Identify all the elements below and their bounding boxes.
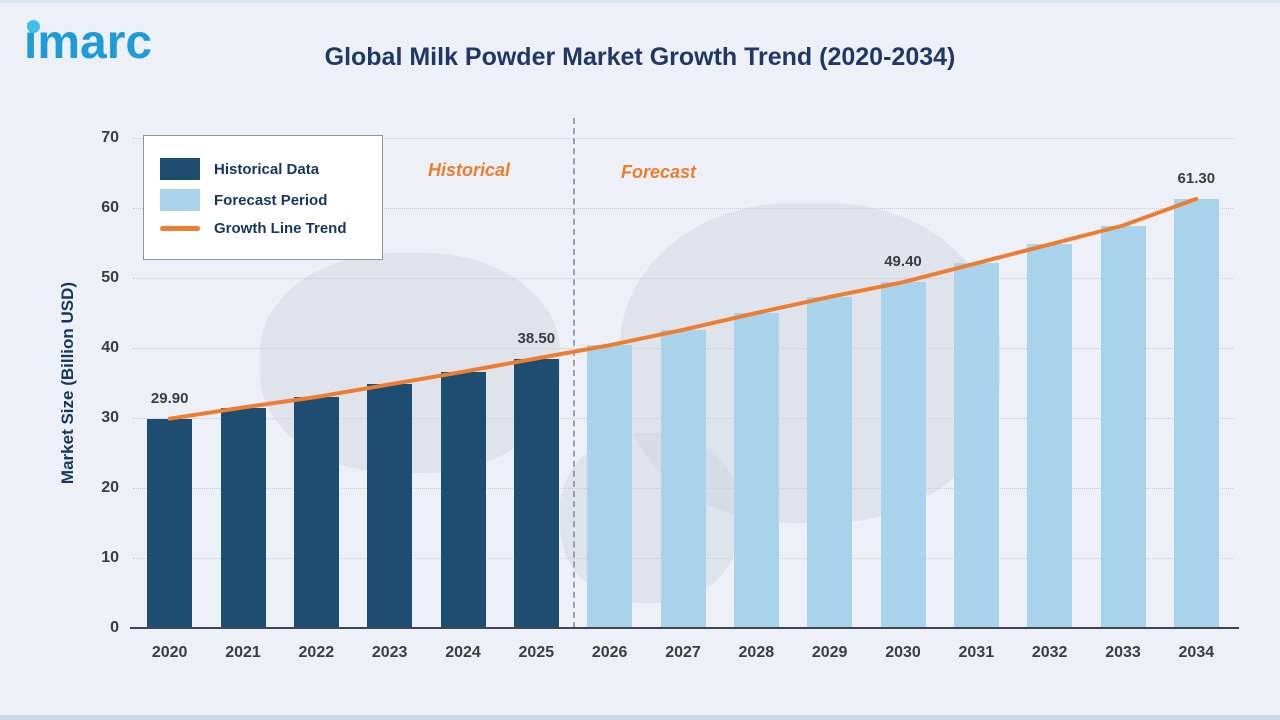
bar-2031 bbox=[953, 263, 999, 628]
growth-trend-line bbox=[167, 196, 1199, 421]
bar-2025 bbox=[513, 358, 559, 628]
bar-2029 bbox=[807, 296, 853, 628]
data-label-2034: 61.30 bbox=[1177, 169, 1216, 187]
bar-2020 bbox=[147, 418, 193, 628]
bar-2033 bbox=[1100, 225, 1146, 628]
x-tick-label-2027: 2027 bbox=[665, 644, 701, 661]
y-tick-label-50: 50 bbox=[101, 269, 119, 286]
legend-label: Forecast Period bbox=[214, 191, 328, 209]
data-label-2020: 29.90 bbox=[150, 389, 189, 407]
forecast-swatch-icon bbox=[160, 189, 200, 211]
page-title: Global Milk Powder Market Growth Trend (… bbox=[324, 43, 956, 71]
bar-2026 bbox=[587, 345, 633, 628]
x-tick-label-2032: 2032 bbox=[1031, 644, 1068, 661]
x-tick-label-2030: 2030 bbox=[885, 644, 921, 661]
gridline-50 bbox=[133, 278, 1233, 279]
bar-2032 bbox=[1027, 244, 1073, 628]
y-axis-title: Market Size (Billion USD) bbox=[58, 281, 77, 485]
historical-forecast-divider bbox=[573, 118, 575, 628]
legend-item-historical: Historical Data bbox=[160, 158, 366, 180]
bar-2024 bbox=[440, 371, 486, 628]
y-tick-label-20: 20 bbox=[101, 479, 119, 496]
x-tick-label-2028: 2028 bbox=[738, 644, 775, 661]
imarc-logo-text: imarc bbox=[24, 16, 153, 69]
y-tick-label-30: 30 bbox=[101, 409, 119, 426]
bar-2030 bbox=[880, 282, 926, 628]
x-tick-label-2023: 2023 bbox=[371, 644, 408, 661]
legend-item-trend: Growth Line Trend bbox=[160, 220, 366, 237]
bar-2027 bbox=[660, 329, 706, 628]
x-tick-label-2033: 2033 bbox=[1105, 644, 1141, 661]
bar-2022 bbox=[293, 397, 339, 628]
historical-swatch-icon bbox=[160, 158, 200, 180]
logo-dot-icon bbox=[27, 20, 40, 33]
x-tick-label-2031: 2031 bbox=[958, 644, 995, 661]
x-tick-label-2026: 2026 bbox=[591, 644, 628, 661]
chart-plot-area: Historical Data Forecast Period Growth L… bbox=[101, 118, 1239, 661]
data-label-2030: 49.40 bbox=[884, 253, 922, 271]
x-axis-baseline bbox=[130, 627, 1239, 629]
x-tick-label-2025: 2025 bbox=[518, 644, 555, 661]
x-tick-label-2029: 2029 bbox=[811, 644, 848, 661]
x-tick-label-2021: 2021 bbox=[225, 644, 261, 661]
legend-label: Historical Data bbox=[214, 160, 320, 178]
y-tick-label-10: 10 bbox=[101, 549, 119, 566]
forecast-annotation: Forecast bbox=[621, 162, 697, 182]
x-tick-label-2024: 2024 bbox=[445, 644, 481, 661]
bar-2034 bbox=[1173, 198, 1219, 628]
x-tick-label-2034: 2034 bbox=[1178, 644, 1215, 661]
historical-annotation: Historical bbox=[428, 160, 511, 180]
trend-line-swatch-icon bbox=[160, 226, 200, 231]
y-tick-label-40: 40 bbox=[101, 339, 119, 356]
chart-legend: Historical Data Forecast Period Growth L… bbox=[143, 135, 383, 260]
bar-2021 bbox=[220, 407, 266, 628]
imarc-logo: imarc bbox=[24, 15, 152, 70]
bar-2023 bbox=[367, 384, 413, 628]
gridline-70 bbox=[133, 138, 1233, 139]
legend-label: Growth Line Trend bbox=[214, 220, 347, 237]
legend-item-forecast: Forecast Period bbox=[160, 189, 366, 211]
data-label-2025: 38.50 bbox=[517, 329, 556, 347]
gridline-60 bbox=[133, 208, 1233, 209]
bar-2028 bbox=[733, 313, 779, 628]
y-tick-label-60: 60 bbox=[101, 199, 119, 216]
y-tick-label-70: 70 bbox=[101, 129, 119, 146]
x-tick-label-2020: 2020 bbox=[151, 644, 188, 661]
x-tick-label-2022: 2022 bbox=[298, 644, 335, 661]
y-tick-label-0: 0 bbox=[110, 619, 119, 636]
